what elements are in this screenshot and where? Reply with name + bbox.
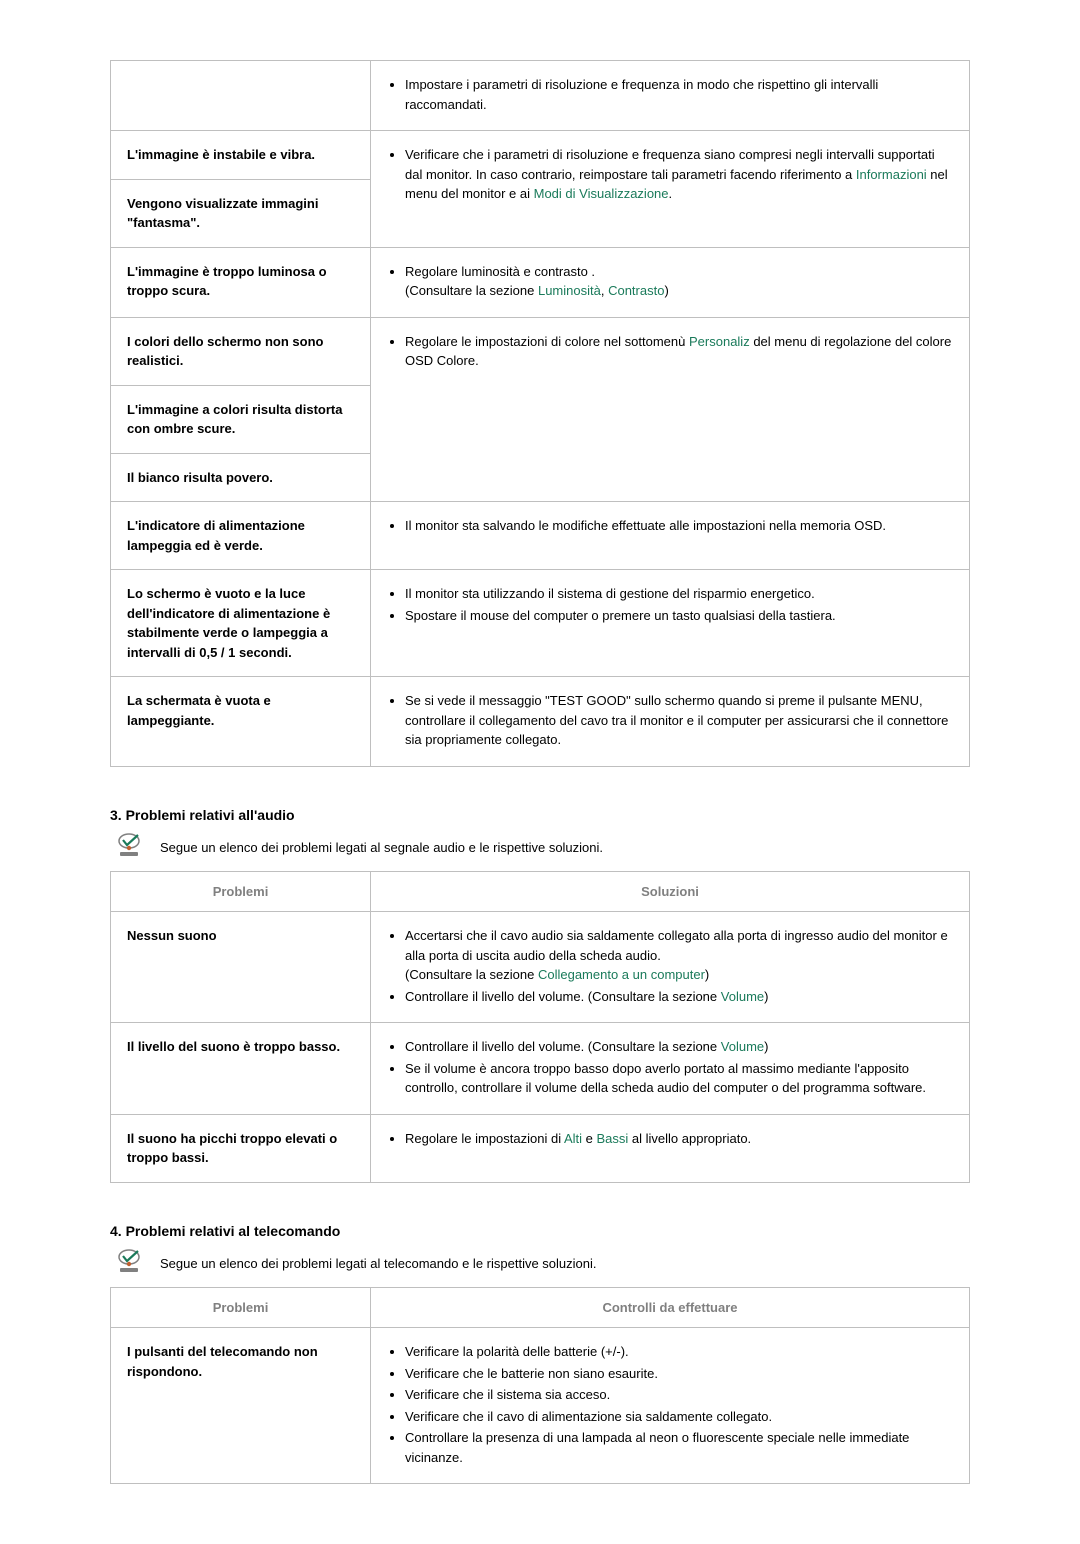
problem-cell: L'immagine è troppo luminosa o troppo sc… bbox=[111, 247, 371, 317]
solution-item: Impostare i parametri di risoluzione e f… bbox=[405, 75, 953, 114]
table-row: L'indicatore di alimentazione lampeggia … bbox=[111, 502, 970, 570]
doc-link[interactable]: Contrasto bbox=[608, 283, 664, 298]
solution-cell: Il monitor sta utilizzando il sistema di… bbox=[371, 570, 970, 677]
check-mark-icon bbox=[118, 833, 146, 857]
problem-cell: Il bianco risulta povero. bbox=[111, 453, 371, 502]
doc-link[interactable]: Bassi bbox=[597, 1131, 629, 1146]
section-4-intro-row: Segue un elenco dei problemi legati al t… bbox=[118, 1249, 970, 1273]
table-row: L'immagine è troppo luminosa o troppo sc… bbox=[111, 247, 970, 317]
doc-link[interactable]: Personaliz bbox=[689, 334, 750, 349]
table-row: Il livello del suono è troppo basso. Cont… bbox=[111, 1023, 970, 1115]
table-row: Lo schermo è vuoto e la luce dell'indica… bbox=[111, 570, 970, 677]
col-header-solutions: Soluzioni bbox=[371, 871, 970, 912]
solution-cell: Verificare che i parametri di risoluzion… bbox=[371, 131, 970, 248]
table-row: Impostare i parametri di risoluzione e f… bbox=[111, 61, 970, 131]
problem-cell: L'immagine a colori risulta distorta con… bbox=[111, 385, 371, 453]
problem-cell: L'immagine è instabile e vibra. bbox=[111, 131, 371, 180]
problem-cell: Lo schermo è vuoto e la luce dell'indica… bbox=[111, 570, 371, 677]
solution-item: Controllare il livello del volume. (Cons… bbox=[405, 1037, 953, 1057]
doc-link[interactable]: Luminosità bbox=[538, 283, 601, 298]
problem-cell: Nessun suono bbox=[111, 912, 371, 1023]
section-4-title: 4. Problemi relativi al telecomando bbox=[110, 1223, 970, 1239]
table-row: I colori dello schermo non sono realisti… bbox=[111, 317, 970, 385]
solution-item: Regolare luminosità e contrasto .(Consul… bbox=[405, 262, 953, 301]
solution-cell: Regolare le impostazioni di colore nel s… bbox=[371, 317, 970, 502]
doc-link[interactable]: Modi di Visualizzazione bbox=[534, 186, 669, 201]
solution-item: Se il volume è ancora troppo basso dopo … bbox=[405, 1059, 953, 1098]
solution-item: Regolare le impostazioni di Alti e Bassi… bbox=[405, 1129, 953, 1149]
solution-item: Spostare il mouse del computer o premere… bbox=[405, 606, 953, 626]
problem-cell: Il suono ha picchi troppo elevati o trop… bbox=[111, 1114, 371, 1182]
doc-link[interactable]: Informazioni bbox=[856, 167, 927, 182]
page: Impostare i parametri di risoluzione e f… bbox=[0, 0, 1080, 1544]
solution-item: Il monitor sta salvando le modifiche eff… bbox=[405, 516, 953, 536]
section-3-intro-row: Segue un elenco dei problemi legati al s… bbox=[118, 833, 970, 857]
check-mark-icon bbox=[118, 1249, 146, 1273]
table-row: Il suono ha picchi troppo elevati o trop… bbox=[111, 1114, 970, 1182]
solution-item: Verificare che il sistema sia acceso. bbox=[405, 1385, 953, 1405]
col-header-checks: Controlli da effettuare bbox=[371, 1287, 970, 1328]
col-header-problems: Problemi bbox=[111, 1287, 371, 1328]
solution-item: Verificare che i parametri di risoluzion… bbox=[405, 145, 953, 204]
problem-cell: I colori dello schermo non sono realisti… bbox=[111, 317, 371, 385]
solution-cell: Impostare i parametri di risoluzione e f… bbox=[371, 61, 970, 131]
solution-cell: Verificare la polarità delle batterie (+… bbox=[371, 1328, 970, 1484]
table-row: Nessun suono Accertarsi che il cavo audio… bbox=[111, 912, 970, 1023]
section-4-intro: Segue un elenco dei problemi legati al t… bbox=[160, 1256, 597, 1273]
problem-cell bbox=[111, 61, 371, 131]
solution-cell: Accertarsi che il cavo audio sia saldame… bbox=[371, 912, 970, 1023]
solution-cell: Se si vede il messaggio "TEST GOOD" sull… bbox=[371, 677, 970, 767]
solution-item: Verificare che le batterie non siano esa… bbox=[405, 1364, 953, 1384]
section-3-title: 3. Problemi relativi all'audio bbox=[110, 807, 970, 823]
doc-link[interactable]: Volume bbox=[721, 989, 764, 1004]
solution-item: Controllare il livello del volume. (Cons… bbox=[405, 987, 953, 1007]
solution-item: Verificare che il cavo di alimentazione … bbox=[405, 1407, 953, 1427]
solution-item: Controllare la presenza di una lampada a… bbox=[405, 1428, 953, 1467]
solution-item: Verificare la polarità delle batterie (+… bbox=[405, 1342, 953, 1362]
problem-cell: Il livello del suono è troppo basso. bbox=[111, 1023, 371, 1115]
troubleshooting-table-audio: Problemi Soluzioni Nessun suono Accertars… bbox=[110, 871, 970, 1183]
solution-item: Regolare le impostazioni di colore nel s… bbox=[405, 332, 953, 371]
problem-cell: La schermata è vuota e lampeggiante. bbox=[111, 677, 371, 767]
problem-cell: Vengono visualizzate immagini "fantasma"… bbox=[111, 179, 371, 247]
col-header-problems: Problemi bbox=[111, 871, 371, 912]
table-row: I pulsanti del telecomando non rispondon… bbox=[111, 1328, 970, 1484]
table-row: La schermata è vuota e lampeggiante. Se s… bbox=[111, 677, 970, 767]
section-3-intro: Segue un elenco dei problemi legati al s… bbox=[160, 840, 603, 857]
solution-cell: Regolare luminosità e contrasto .(Consul… bbox=[371, 247, 970, 317]
troubleshooting-table-remote: Problemi Controlli da effettuare I pulsa… bbox=[110, 1287, 970, 1485]
doc-link[interactable]: Alti bbox=[564, 1131, 582, 1146]
solution-item: Accertarsi che il cavo audio sia saldame… bbox=[405, 926, 953, 985]
solution-cell: Il monitor sta salvando le modifiche eff… bbox=[371, 502, 970, 570]
problem-cell: I pulsanti del telecomando non rispondon… bbox=[111, 1328, 371, 1484]
solution-cell: Controllare il livello del volume. (Cons… bbox=[371, 1023, 970, 1115]
solution-item: Se si vede il messaggio "TEST GOOD" sull… bbox=[405, 691, 953, 750]
solution-item: Il monitor sta utilizzando il sistema di… bbox=[405, 584, 953, 604]
problem-cell: L'indicatore di alimentazione lampeggia … bbox=[111, 502, 371, 570]
troubleshooting-table-1: Impostare i parametri di risoluzione e f… bbox=[110, 60, 970, 767]
table-row: L'immagine è instabile e vibra.Verificar… bbox=[111, 131, 970, 180]
doc-link[interactable]: Volume bbox=[721, 1039, 764, 1054]
solution-cell: Regolare le impostazioni di Alti e Bassi… bbox=[371, 1114, 970, 1182]
doc-link[interactable]: Collegamento a un computer bbox=[538, 967, 705, 982]
